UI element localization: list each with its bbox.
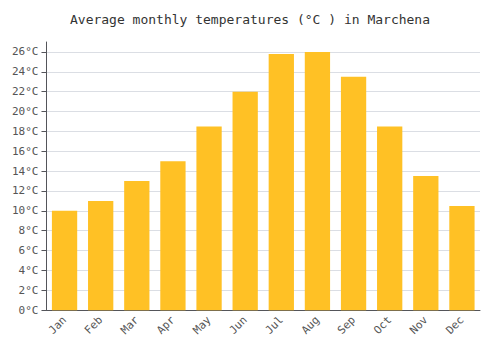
svg-text:8°C: 8°C	[19, 224, 39, 237]
svg-text:0°C: 0°C	[19, 304, 39, 317]
svg-text:16°C: 16°C	[12, 145, 39, 158]
svg-text:Jul: Jul	[263, 314, 286, 337]
svg-text:4°C: 4°C	[19, 264, 39, 277]
svg-text:May: May	[190, 313, 213, 336]
svg-text:10°C: 10°C	[12, 204, 39, 217]
svg-text:26°C: 26°C	[12, 45, 39, 58]
svg-text:2°C: 2°C	[19, 284, 39, 297]
svg-text:Apr: Apr	[154, 313, 177, 336]
svg-text:14°C: 14°C	[12, 165, 39, 178]
svg-text:20°C: 20°C	[12, 105, 39, 118]
svg-text:18°C: 18°C	[12, 125, 39, 138]
svg-text:Jan: Jan	[46, 314, 69, 337]
svg-text:Oct: Oct	[371, 314, 394, 337]
svg-text:Aug: Aug	[299, 314, 322, 337]
svg-text:22°C: 22°C	[12, 85, 39, 98]
svg-text:Feb: Feb	[82, 314, 105, 337]
svg-text:Average monthly temperatures (: Average monthly temperatures (°C ) in Ma…	[70, 12, 430, 27]
svg-text:Sep: Sep	[335, 314, 358, 337]
svg-text:12°C: 12°C	[12, 184, 39, 197]
svg-text:Nov: Nov	[407, 313, 430, 336]
svg-text:Dec: Dec	[443, 314, 466, 337]
svg-text:24°C: 24°C	[12, 65, 39, 78]
svg-text:Mar: Mar	[118, 313, 141, 336]
svg-text:Jun: Jun	[227, 314, 250, 337]
svg-text:6°C: 6°C	[19, 244, 39, 257]
